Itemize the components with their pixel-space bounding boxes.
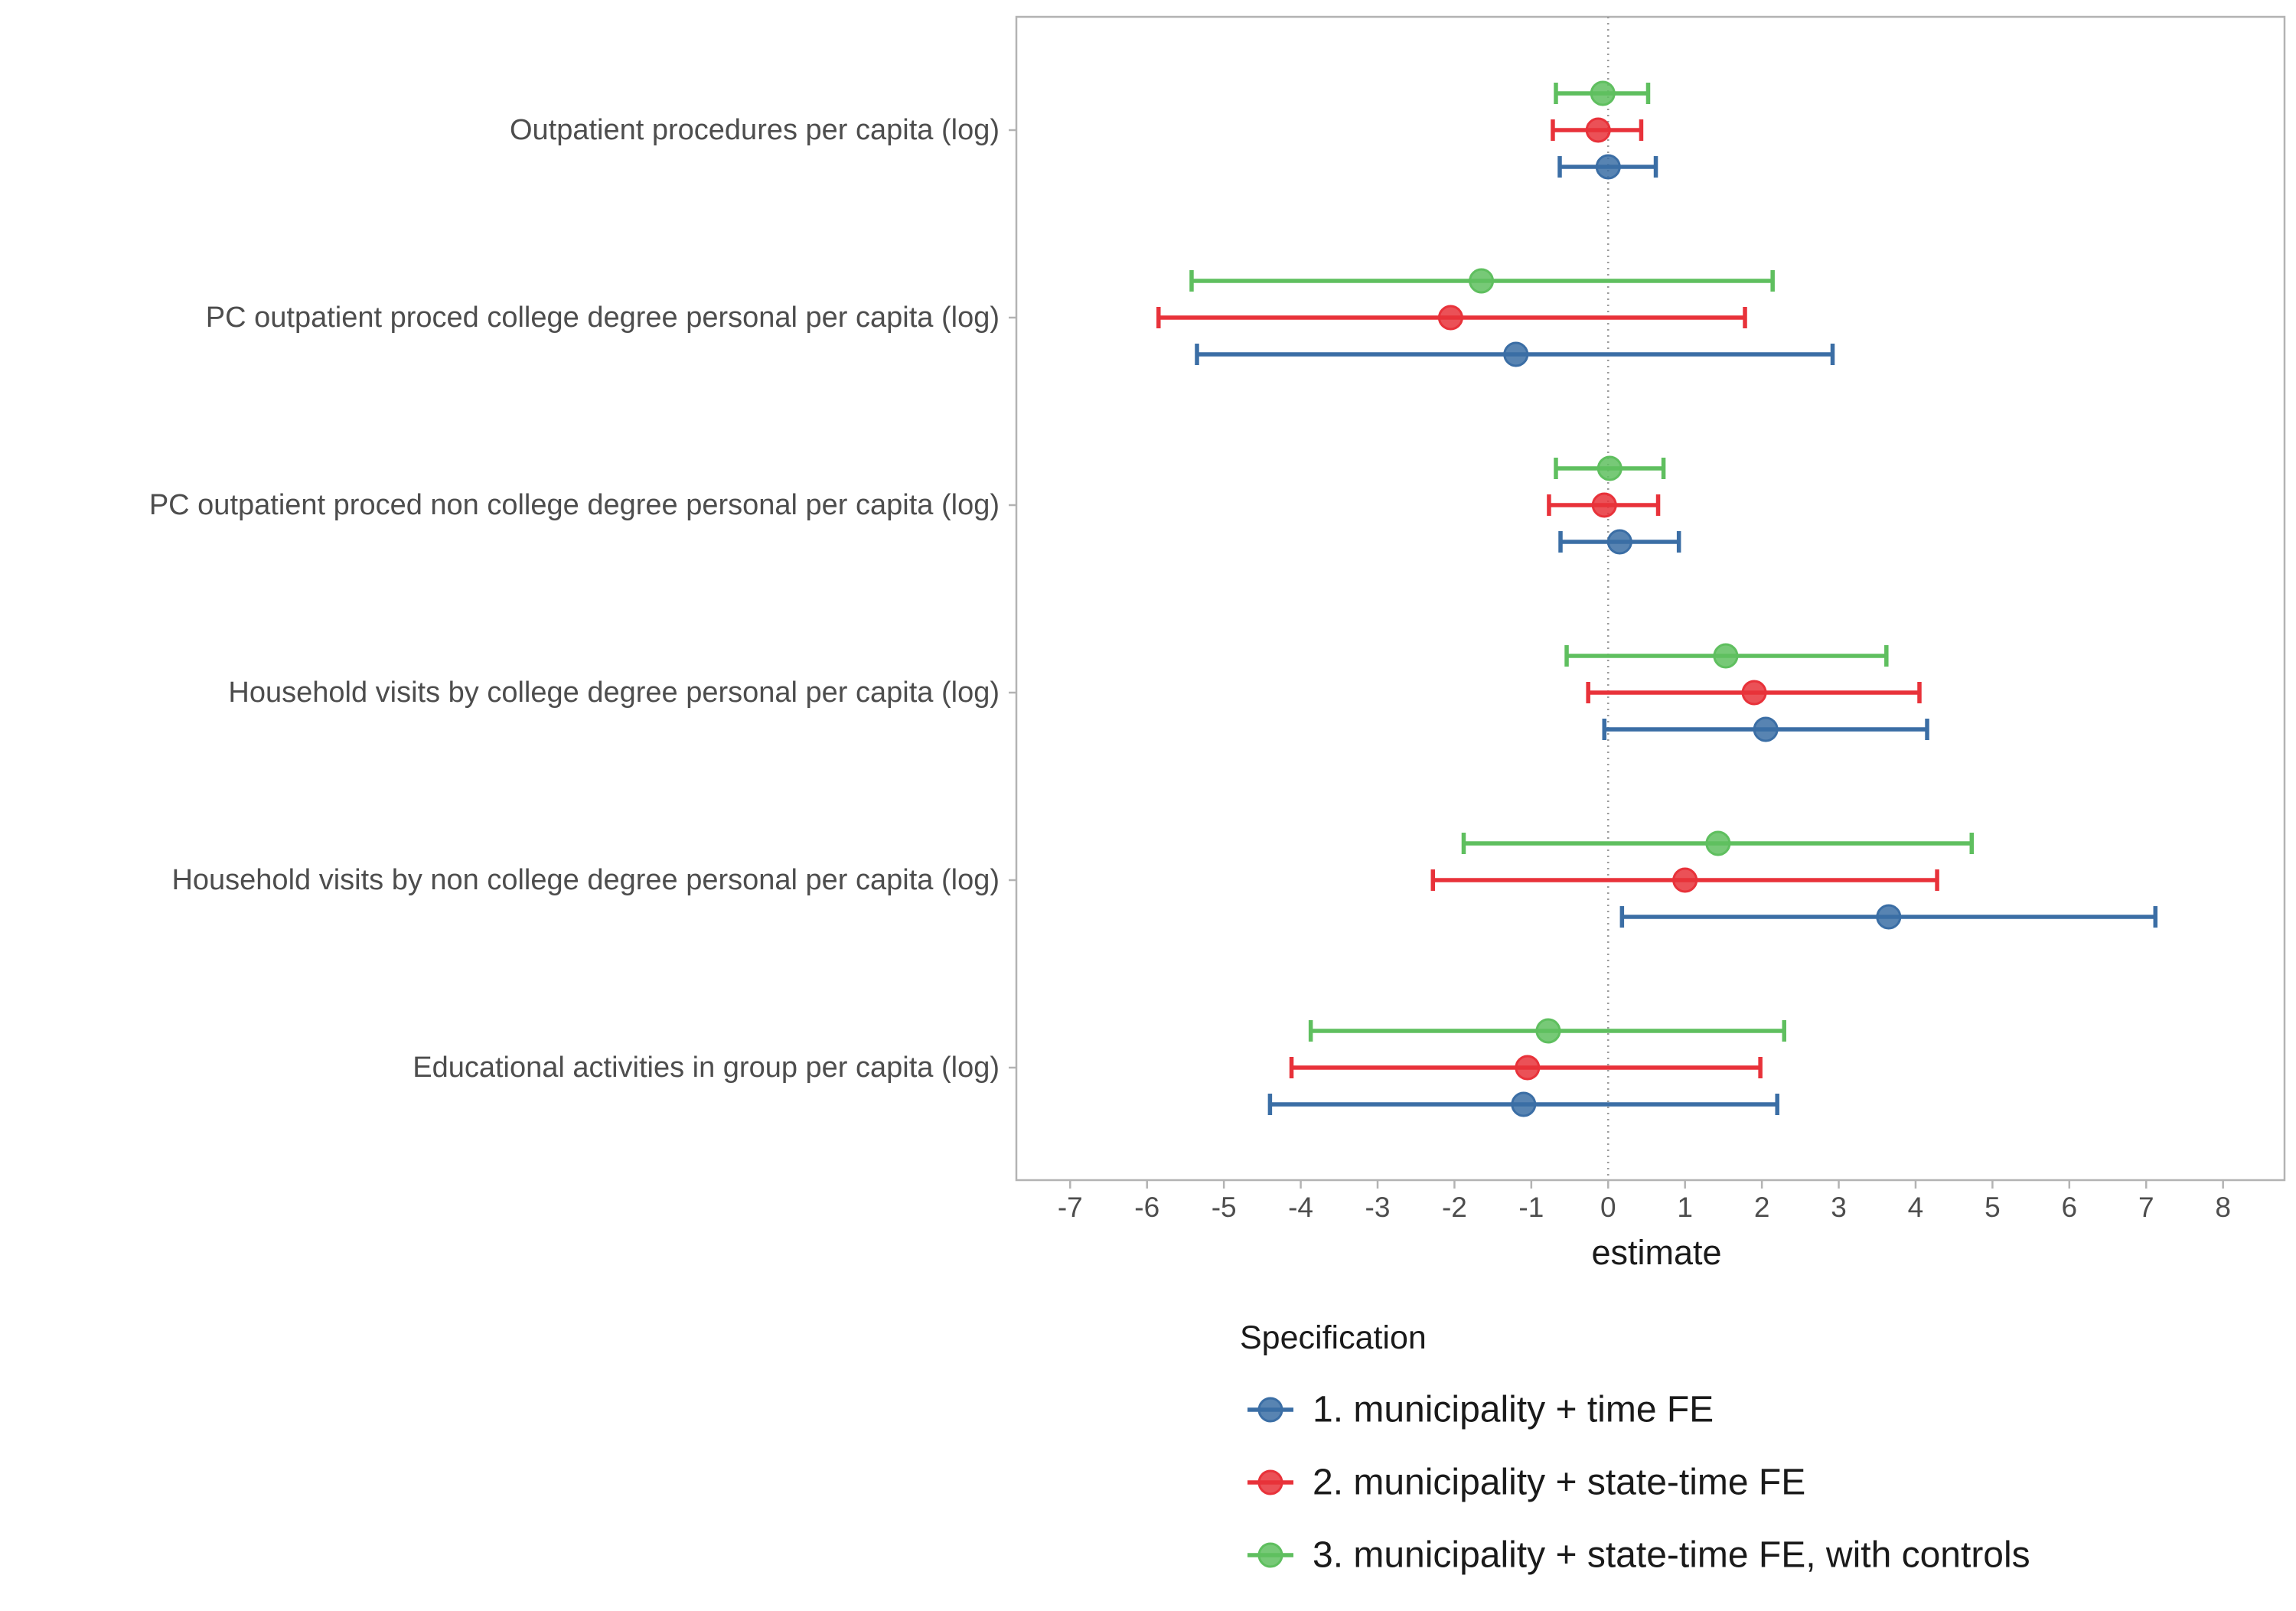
legend-label: 3. municipality + state-time FE, with co… [1313,1535,2030,1576]
legend-item-3-municipality-state-time-fe-with-controls: 3. municipality + state-time FE, with co… [1247,1535,2030,1576]
legend-key-point [1257,1542,1283,1568]
legend-label: 1. municipality + time FE [1313,1390,1714,1430]
point-household-visits-by-college-degree-personal-per-capita-log [1713,643,1739,669]
legend: Specification 1. municipality + time FE 2.… [1240,1319,2030,1576]
x-tick-label-0: 0 [1600,1192,1616,1223]
x-tick-label-8: 8 [2215,1192,2231,1223]
y-label-pc-outpatient-proced-non-college-degree-personal-per-capita-log: PC outpatient proced non college degree … [149,489,1000,521]
point-household-visits-by-college-degree-personal-per-capita-log [1741,680,1767,706]
y-label-pc-outpatient-proced-college-degree-personal-per-capita-log: PC outpatient proced college degree pers… [206,302,1000,334]
axes: Outpatient procedures per capita (log) PC… [149,114,2231,1272]
x-tick-label-1: 1 [1677,1192,1693,1223]
x-tick-label-7: 7 [2138,1192,2154,1223]
point-outpatient-procedures-per-capita-log [1585,117,1611,143]
legend-item-2-municipality-state-time-fe: 2. municipality + state-time FE [1247,1463,1805,1503]
series-1-municipality-time-fe [1195,154,2158,1117]
legend-label: 2. municipality + state-time FE [1313,1463,1805,1503]
point-pc-outpatient-proced-non-college-degree-personal-per-capita-log [1591,492,1617,518]
x-tick-label-3: 3 [1831,1192,1847,1223]
x-tick-label-3: -3 [1365,1192,1391,1223]
x-tick-label-5: -5 [1212,1192,1237,1223]
point-outpatient-procedures-per-capita-log [1595,154,1621,180]
legend-key-point [1257,1397,1283,1423]
data-marks [1156,80,2158,1117]
point-educational-activities-in-group-per-capita-log [1515,1055,1541,1081]
y-label-household-visits-by-non-college-degree-personal-per-capita-log: Household visits by non college degree p… [171,864,1000,896]
point-educational-activities-in-group-per-capita-log [1535,1018,1561,1044]
x-axis-title: estimate [1591,1233,1721,1272]
y-label-educational-activities-in-group-per-capita-log: Educational activities in group per capi… [413,1052,1000,1084]
x-tick-label-2: 2 [1754,1192,1770,1223]
legend-title: Specification [1240,1319,1427,1356]
series-3-municipality-state-time-fe-with-controls [1189,80,1975,1044]
point-household-visits-by-college-degree-personal-per-capita-log [1753,716,1779,742]
point-household-visits-by-non-college-degree-personal-per-capita-log [1672,867,1698,893]
x-tick-label-4: 4 [1908,1192,1924,1223]
point-pc-outpatient-proced-college-degree-personal-per-capita-log [1503,341,1529,367]
plot-panel-border [1015,15,2286,1182]
x-tick-label-1: -1 [1518,1192,1544,1223]
point-pc-outpatient-proced-college-degree-personal-per-capita-log [1469,268,1495,294]
point-pc-outpatient-proced-college-degree-personal-per-capita-log [1437,305,1463,331]
x-tick-label-5: 5 [1985,1192,2001,1223]
point-household-visits-by-non-college-degree-personal-per-capita-log [1705,830,1731,856]
point-household-visits-by-non-college-degree-personal-per-capita-log [1876,904,1902,930]
point-outpatient-procedures-per-capita-log [1590,80,1616,106]
point-pc-outpatient-proced-non-college-degree-personal-per-capita-log [1596,455,1623,481]
plot-panel [1015,15,2286,1182]
x-tick-label-2: -2 [1442,1192,1467,1223]
x-tick-label-4: -4 [1288,1192,1313,1223]
point-pc-outpatient-proced-non-college-degree-personal-per-capita-log [1606,529,1632,555]
legend-item-1-municipality-time-fe: 1. municipality + time FE [1247,1390,1714,1430]
series-2-municipality-state-time-fe [1156,117,1939,1081]
x-tick-label-6: -6 [1134,1192,1159,1223]
legend-key-point [1257,1469,1283,1495]
point-educational-activities-in-group-per-capita-log [1511,1091,1537,1117]
y-label-household-visits-by-college-degree-personal-per-capita-log: Household visits by college degree perso… [228,677,1000,709]
x-tick-label-6: 6 [2062,1192,2078,1223]
x-tick-label-7: -7 [1058,1192,1083,1223]
y-label-outpatient-procedures-per-capita-log: Outpatient procedures per capita (log) [510,114,1000,146]
